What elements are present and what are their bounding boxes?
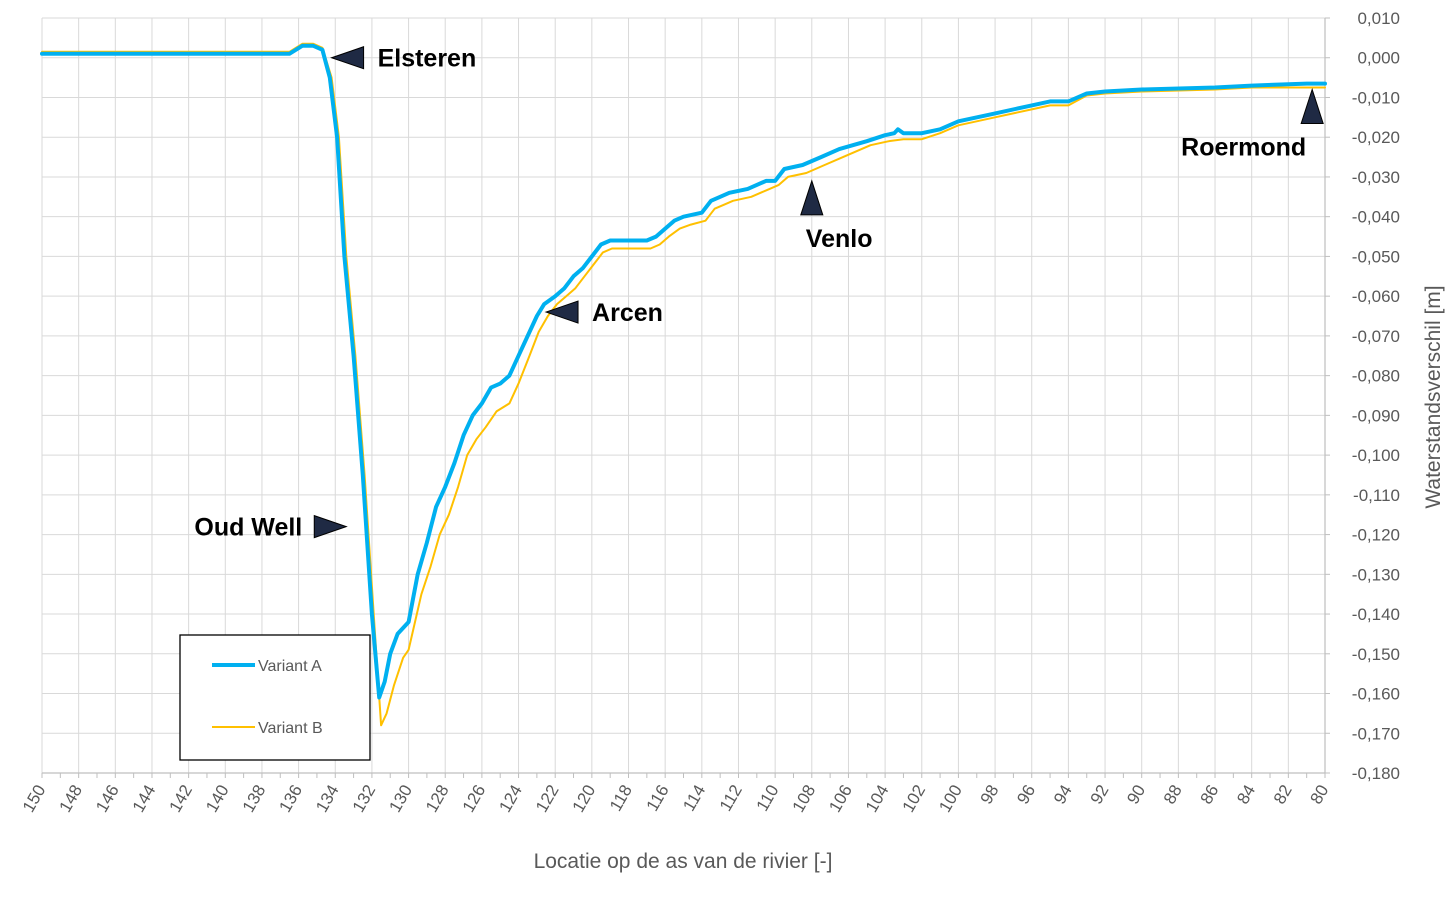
y-tick-label: 0,010 (1357, 9, 1400, 28)
annotation-label-roermond: Roermond (1181, 134, 1306, 162)
annotation-pointer-roermond (1300, 87, 1324, 125)
y-axis: 0,010 0,000 -0,010 -0,020 -0,030 -0,040 -0,050… (1324, 9, 1400, 783)
y-tick-label: -0,050 (1352, 247, 1400, 266)
y-tick-label: 0,000 (1357, 49, 1400, 68)
annotation-pointer-arcen (544, 300, 579, 324)
annotations: Elsteren Oud Well Arcen Venlo Roermond (194, 45, 1324, 542)
y-tick-label: -0,180 (1352, 764, 1400, 783)
legend: Variant A Variant B (179, 634, 371, 761)
y-tick-label: -0,100 (1352, 446, 1400, 465)
annotation-pointer-oud-well (313, 514, 348, 539)
y-tick-label: -0,150 (1352, 645, 1400, 664)
y-tick-label: -0,090 (1352, 406, 1400, 425)
y-tick-label: -0,040 (1352, 208, 1400, 227)
y-tick-label: -0,020 (1352, 128, 1400, 147)
annotation-label-elsteren: Elsteren (378, 45, 477, 73)
annotation-pointer-venlo (800, 179, 824, 216)
series-line-variant-a (40, 43, 1327, 700)
y-axis-title: Waterstandsverschil [m] (1422, 285, 1445, 508)
legend-label-variant-a: Variant A (258, 658, 322, 675)
y-tick-label: -0,080 (1352, 367, 1400, 386)
annotation-label-venlo: Venlo (806, 225, 873, 253)
y-tick-label: -0,170 (1352, 724, 1400, 743)
x-axis-title: Locatie op de as van de rivier [-] (534, 850, 833, 873)
y-tick-label: -0,030 (1352, 168, 1400, 187)
annotation-pointer-elsteren (330, 46, 365, 70)
y-tick-label: -0,120 (1352, 526, 1400, 545)
y-tick-label: -0,070 (1352, 327, 1400, 346)
series-group (40, 42, 1327, 727)
legend-box (179, 634, 371, 761)
y-tick-label: -0,010 (1352, 88, 1400, 107)
y-tick-label: -0,160 (1352, 685, 1400, 704)
y-tick-label: -0,140 (1352, 605, 1400, 624)
y-tick-label: -0,130 (1352, 565, 1400, 584)
y-tick-label: -0,060 (1352, 287, 1400, 306)
legend-label-variant-b: Variant B (258, 720, 323, 737)
x-axis: 150 148 146 144 142 140 138 136 134 132 130 128 126 1… (19, 772, 1332, 816)
annotation-label-oud-well: Oud Well (194, 514, 302, 542)
annotation-label-arcen: Arcen (592, 299, 663, 327)
y-tick-label: -0,110 (1353, 486, 1400, 505)
